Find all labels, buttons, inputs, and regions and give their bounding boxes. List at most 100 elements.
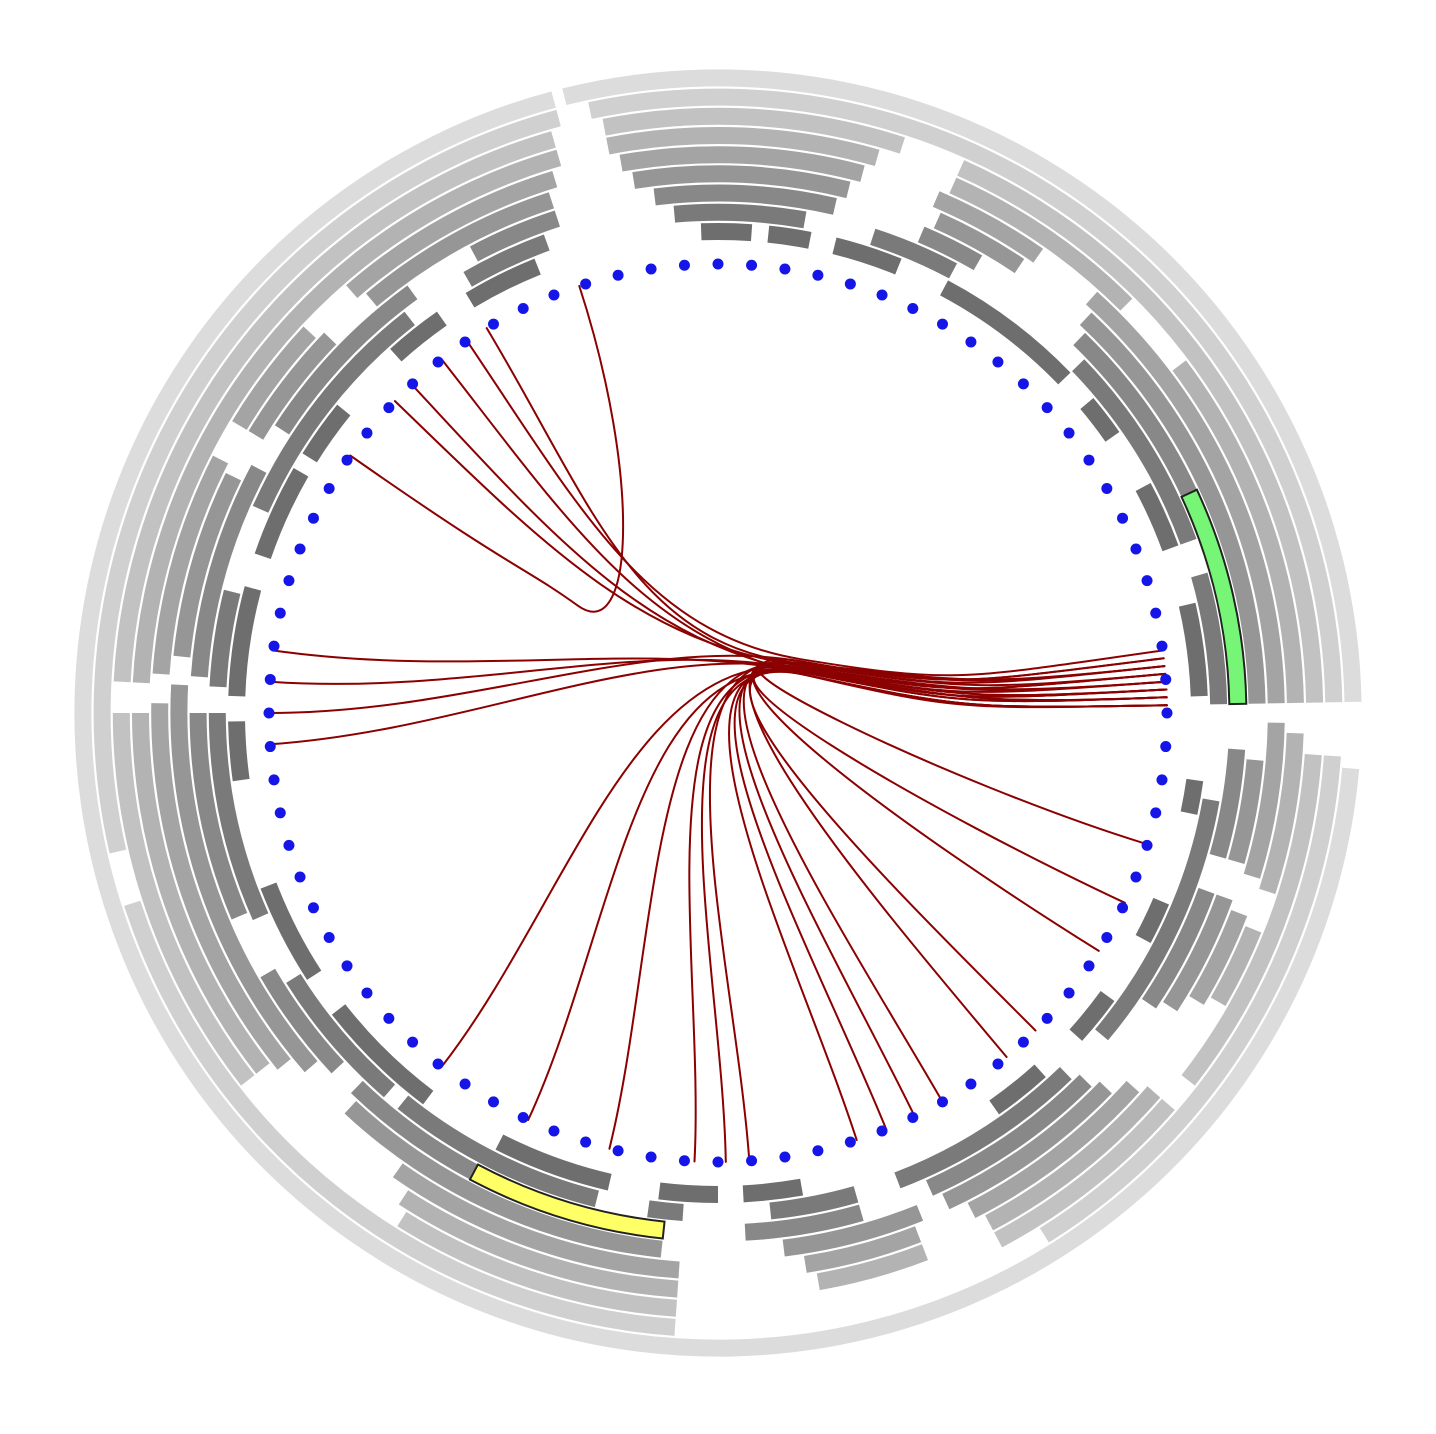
leaf-node-37[interactable] bbox=[294, 871, 306, 883]
leaf-node-25[interactable] bbox=[580, 1136, 592, 1148]
leaf-node-32[interactable] bbox=[383, 1012, 395, 1024]
edge-14 bbox=[608, 662, 1167, 1150]
leaf-node-65[interactable] bbox=[779, 263, 791, 275]
ring-4-segment-8 bbox=[151, 703, 291, 1070]
ring-1-segment-7 bbox=[647, 1200, 684, 1221]
leaf-node-13[interactable] bbox=[965, 1078, 977, 1090]
leaf-node-51[interactable] bbox=[361, 427, 373, 439]
leaf-node-62[interactable] bbox=[678, 259, 690, 271]
leaf-node-49[interactable] bbox=[323, 483, 335, 494]
ring-0-segment-20 bbox=[390, 311, 447, 362]
leaf-node-40[interactable] bbox=[268, 774, 280, 786]
leaf-node-78[interactable] bbox=[1117, 512, 1129, 524]
leaf-node-4[interactable] bbox=[1141, 839, 1153, 851]
ring-0-segment-3 bbox=[940, 280, 1071, 385]
leaf-node-29[interactable] bbox=[459, 1078, 471, 1090]
leaf-node-23[interactable] bbox=[645, 1151, 657, 1163]
leaf-node-54[interactable] bbox=[432, 356, 444, 368]
leaf-node-61[interactable] bbox=[645, 263, 657, 275]
leaf-node-39[interactable] bbox=[274, 807, 286, 819]
leaf-node-2[interactable] bbox=[1156, 774, 1168, 786]
ring-5-segment-6 bbox=[816, 1244, 928, 1291]
leaf-node-22[interactable] bbox=[678, 1155, 690, 1167]
highlighted-segment-yellow[interactable] bbox=[468, 1163, 666, 1240]
leaf-node-17[interactable] bbox=[844, 1136, 856, 1148]
leaf-node-76[interactable] bbox=[1083, 454, 1095, 466]
leaf-node-30[interactable] bbox=[432, 1058, 444, 1070]
leaf-node-83[interactable] bbox=[1160, 673, 1172, 685]
ring-0-segment-0 bbox=[700, 222, 753, 242]
leaf-node-26[interactable] bbox=[548, 1125, 560, 1137]
leaf-node-81[interactable] bbox=[1150, 607, 1162, 619]
leaf-node-47[interactable] bbox=[294, 543, 306, 555]
leaf-node-64[interactable] bbox=[746, 259, 758, 271]
leaf-node-55[interactable] bbox=[459, 336, 471, 348]
leaf-node-72[interactable] bbox=[992, 356, 1004, 368]
ring-5-segment-2 bbox=[1172, 360, 1304, 704]
leaf-node-3[interactable] bbox=[1150, 807, 1162, 819]
leaf-node-44[interactable] bbox=[268, 640, 280, 652]
leaf-node-46[interactable] bbox=[283, 575, 295, 587]
ring-4-segment-0 bbox=[619, 146, 865, 182]
leaf-node-36[interactable] bbox=[307, 902, 319, 914]
leaf-node-75[interactable] bbox=[1063, 427, 1075, 439]
leaf-node-58[interactable] bbox=[548, 289, 560, 301]
leaf-node-20[interactable] bbox=[746, 1155, 758, 1167]
leaf-node-70[interactable] bbox=[937, 318, 948, 330]
leaf-node-74[interactable] bbox=[1041, 402, 1053, 414]
leaf-node-48[interactable] bbox=[307, 512, 319, 524]
leaf-node-60[interactable] bbox=[612, 269, 624, 281]
leaf-node-24[interactable] bbox=[612, 1145, 624, 1157]
leaf-node-38[interactable] bbox=[283, 839, 295, 851]
leaf-node-73[interactable] bbox=[1017, 378, 1029, 390]
ring-1-segment-4 bbox=[1095, 798, 1220, 1041]
leaf-node-69[interactable] bbox=[907, 302, 919, 314]
leaf-node-12[interactable] bbox=[992, 1058, 1004, 1070]
leaf-node-28[interactable] bbox=[488, 1096, 499, 1108]
edge-21 bbox=[752, 661, 1166, 952]
leaf-node-77[interactable] bbox=[1101, 483, 1113, 494]
leaf-node-10[interactable] bbox=[1041, 1012, 1053, 1024]
leaf-node-45[interactable] bbox=[274, 607, 286, 619]
leaf-node-1[interactable] bbox=[1160, 741, 1172, 753]
leaf-node-35[interactable] bbox=[323, 932, 335, 943]
ring-3-segment-1 bbox=[933, 212, 1025, 274]
leaf-node-80[interactable] bbox=[1141, 575, 1153, 587]
leaf-node-63[interactable] bbox=[712, 258, 724, 270]
leaf-node-67[interactable] bbox=[844, 278, 856, 290]
leaf-node-42[interactable] bbox=[263, 707, 275, 719]
leaf-node-19[interactable] bbox=[779, 1151, 791, 1163]
leaf-node-0[interactable] bbox=[1161, 707, 1173, 719]
leaf-node-21[interactable] bbox=[712, 1156, 724, 1168]
leaf-node-8[interactable] bbox=[1083, 960, 1095, 972]
leaf-node-59[interactable] bbox=[580, 278, 592, 290]
leaf-node-82[interactable] bbox=[1156, 640, 1168, 652]
leaf-node-71[interactable] bbox=[965, 336, 977, 348]
leaf-node-43[interactable] bbox=[264, 673, 276, 685]
leaf-node-9[interactable] bbox=[1063, 987, 1075, 999]
leaf-node-6[interactable] bbox=[1117, 902, 1129, 914]
ring-3-segment-0 bbox=[632, 165, 851, 199]
ring-0-segment-5 bbox=[1135, 482, 1179, 552]
leaf-node-5[interactable] bbox=[1130, 871, 1142, 883]
leaf-node-34[interactable] bbox=[341, 960, 353, 972]
leaf-node-50[interactable] bbox=[341, 454, 353, 466]
leaf-node-53[interactable] bbox=[407, 378, 419, 390]
leaf-node-66[interactable] bbox=[812, 269, 824, 281]
leaf-node-27[interactable] bbox=[517, 1112, 529, 1124]
leaf-node-68[interactable] bbox=[876, 289, 888, 301]
leaf-node-16[interactable] bbox=[876, 1125, 888, 1137]
leaf-node-57[interactable] bbox=[517, 302, 529, 314]
leaf-node-79[interactable] bbox=[1130, 543, 1142, 555]
leaf-node-18[interactable] bbox=[812, 1145, 824, 1157]
leaf-node-31[interactable] bbox=[407, 1036, 419, 1048]
leaf-node-15[interactable] bbox=[907, 1112, 919, 1124]
leaf-node-11[interactable] bbox=[1017, 1036, 1029, 1048]
leaf-node-7[interactable] bbox=[1101, 932, 1113, 943]
leaf-node-52[interactable] bbox=[383, 402, 395, 414]
highlighted-segment-green[interactable] bbox=[1180, 488, 1248, 706]
leaf-node-56[interactable] bbox=[488, 318, 499, 330]
leaf-node-41[interactable] bbox=[264, 741, 276, 753]
leaf-node-33[interactable] bbox=[361, 987, 373, 999]
leaf-node-14[interactable] bbox=[937, 1096, 948, 1108]
